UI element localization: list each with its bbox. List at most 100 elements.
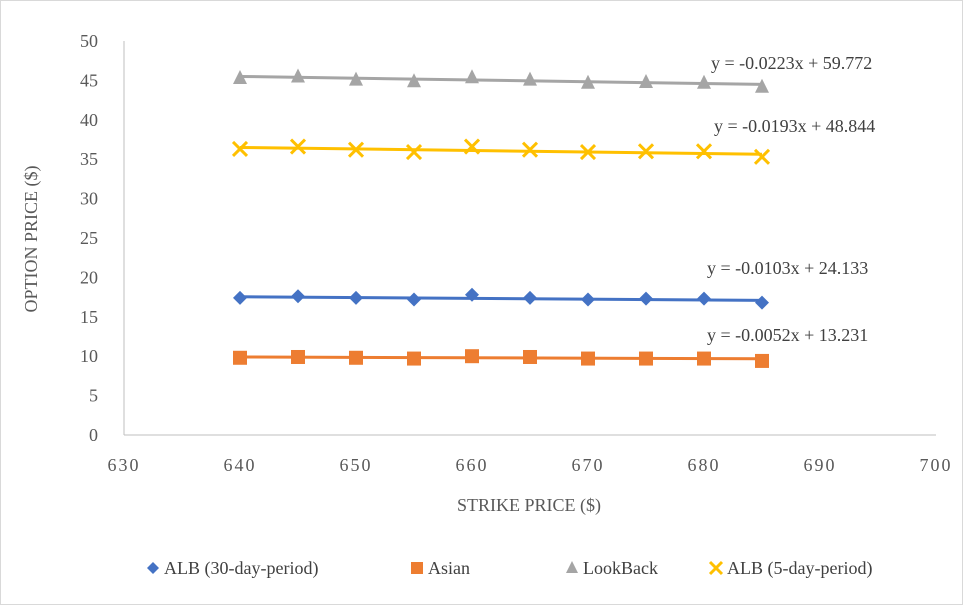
x-tick-label: 650 [340,455,373,475]
data-point [231,140,249,158]
data-point [465,349,479,364]
data-point [639,351,653,366]
data-point [465,287,479,302]
data-point [405,144,423,161]
x-marker-stroke [753,148,771,165]
x-tick-label: 700 [920,455,953,475]
data-point [637,143,655,160]
data-point [639,291,653,306]
x-marker-stroke [695,143,713,160]
data-point [233,290,247,305]
y-tick-label: 45 [80,70,98,90]
data-point [523,349,537,364]
legend-marker [708,560,724,576]
data-point [639,73,653,88]
data-point [349,290,363,305]
x-marker-stroke [521,141,539,158]
axes [123,41,936,436]
data-point [755,295,769,310]
data-point [233,350,247,365]
data-point [407,292,421,307]
trendline-lookback [239,74,763,86]
x-marker-stroke [231,140,249,158]
data-point [407,351,421,366]
x-marker-stroke [347,141,365,158]
data-point [695,143,713,160]
trendline-equation: y = -0.0103x + 24.133 [707,258,868,278]
legend-label: Asian [428,558,470,578]
x-marker-stroke [708,560,724,576]
trendline-equation: y = -0.0223x + 59.772 [711,53,872,73]
y-tick-label: 50 [80,31,98,51]
data-point [581,351,595,366]
x-tick-label: 690 [804,455,837,475]
x-tick-label: 680 [688,455,721,475]
data-point [291,289,305,304]
x-marker-stroke [579,144,597,161]
trendline-equation: y = -0.0052x + 13.231 [707,325,868,345]
legend-item: ALB (30-day-period) [147,558,318,579]
y-tick-label: 25 [80,228,98,248]
trendline-equations: y = -0.0103x + 24.133 y = -0.0052x + 13.2… [707,53,875,345]
y-tick-label: 10 [80,346,98,366]
y-tick-label: 35 [80,149,98,169]
data-point [521,141,539,158]
data-point [523,71,537,86]
trendline-equation: y = -0.0193x + 48.844 [714,116,875,136]
x-marker-stroke [637,143,655,160]
x-tick-labels: 630 640 650 660 670 680 690 700 [108,455,953,475]
data-point [465,69,479,84]
y-tick-label: 5 [89,386,98,406]
y-tick-label: 20 [80,267,98,287]
legend-label: ALB (5-day-period) [727,558,872,579]
data-point [755,353,769,368]
data-point [349,71,363,86]
data-point [289,138,307,155]
data-point [697,74,711,89]
trendline-alb-5-day-period- [239,145,763,156]
data-point [581,74,595,89]
data-point [579,144,597,161]
x-tick-label: 630 [108,455,141,475]
y-tick-label: 15 [80,307,98,327]
data-point [291,68,305,83]
y-tick-label: 30 [80,189,98,209]
x-tick-label: 660 [456,455,489,475]
y-tick-label: 0 [89,425,98,445]
legend-item: Asian [411,558,470,578]
x-marker-stroke [463,138,481,155]
x-axis-title: STRIKE PRICE ($) [457,495,601,516]
x-marker-stroke [289,138,307,155]
x-tick-label: 670 [572,455,605,475]
data-point [755,78,769,93]
data-point [233,70,247,85]
legend-item: LookBack [566,558,658,578]
y-axis-title: OPTION PRICE ($) [21,165,42,312]
data-point [581,292,595,307]
data-points [231,68,771,368]
data-point [523,290,537,305]
data-point [463,138,481,155]
y-tick-label: 40 [80,110,98,130]
data-point [697,351,711,366]
data-point [291,349,305,364]
data-point [349,350,363,365]
trendline-alb-30-day-period- [239,295,763,302]
x-marker-stroke [405,144,423,161]
legend-marker [411,562,423,574]
legend: ALB (30-day-period) Asian LookBack ALB (5-d… [147,558,872,579]
legend-label: ALB (30-day-period) [164,558,318,579]
y-tick-labels: 0 5 10 15 20 25 30 35 40 45 50 [80,31,98,445]
data-point [753,148,771,165]
data-point [347,141,365,158]
legend-marker [566,561,578,573]
legend-marker [147,562,159,574]
legend-label: LookBack [583,558,658,578]
trendline-asian [239,355,763,361]
legend-item: ALB (5-day-period) [708,558,872,579]
x-tick-label: 640 [224,455,257,475]
data-point [697,291,711,306]
trendlines [239,74,763,361]
